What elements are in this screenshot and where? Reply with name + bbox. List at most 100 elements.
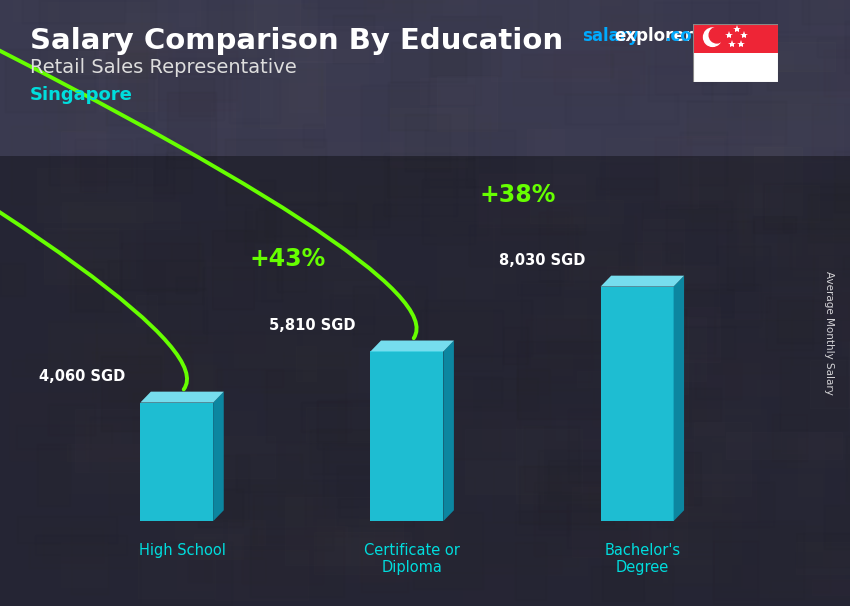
Bar — [611, 380, 688, 426]
Bar — [626, 62, 668, 83]
Bar — [692, 375, 724, 435]
Bar — [211, 103, 235, 155]
Bar — [394, 0, 462, 12]
Bar — [793, 221, 833, 276]
Bar — [562, 472, 599, 494]
Bar — [55, 348, 129, 415]
Bar — [660, 158, 698, 208]
Bar — [518, 370, 548, 394]
Bar — [96, 301, 190, 361]
Bar — [49, 20, 129, 81]
Bar — [729, 282, 824, 346]
Bar — [619, 262, 708, 306]
Bar — [94, 399, 144, 431]
Bar — [176, 278, 196, 293]
Bar — [288, 39, 316, 112]
Bar — [337, 466, 414, 525]
Bar — [80, 352, 126, 383]
Bar — [38, 363, 154, 436]
Bar — [600, 0, 638, 45]
Bar — [728, 130, 821, 181]
Bar — [303, 0, 383, 8]
Bar — [317, 401, 402, 442]
Bar — [333, 281, 414, 315]
Bar — [99, 0, 182, 36]
Bar — [0, 263, 25, 296]
Bar — [618, 388, 721, 421]
Bar — [530, 200, 623, 223]
Polygon shape — [601, 276, 684, 287]
Bar — [465, 428, 581, 494]
Bar — [243, 443, 339, 483]
Bar — [824, 505, 850, 549]
Bar — [309, 0, 425, 17]
Bar — [758, 176, 850, 224]
Bar — [823, 546, 850, 565]
Bar — [267, 417, 309, 459]
Bar — [625, 93, 673, 119]
Bar — [142, 482, 226, 542]
Bar — [770, 581, 850, 599]
Bar — [606, 138, 722, 202]
Bar — [830, 501, 850, 544]
Bar — [627, 288, 669, 332]
Bar — [638, 525, 666, 563]
Bar — [727, 52, 793, 71]
Bar — [203, 267, 321, 333]
Bar — [291, 38, 322, 108]
Bar — [44, 228, 118, 284]
Bar — [389, 108, 468, 167]
Bar — [572, 68, 617, 123]
Bar — [679, 132, 727, 185]
Bar — [261, 355, 343, 392]
Bar — [796, 533, 850, 567]
Bar — [445, 377, 472, 424]
Bar — [582, 439, 693, 507]
Bar — [240, 316, 349, 392]
Bar — [169, 58, 264, 75]
Bar — [419, 376, 502, 407]
Bar — [734, 292, 850, 319]
Bar — [201, 256, 232, 296]
Bar — [339, 498, 395, 518]
Bar — [536, 413, 626, 456]
Bar — [198, 489, 243, 527]
Bar — [792, 310, 821, 365]
Bar — [282, 68, 322, 88]
Bar — [666, 205, 717, 263]
Bar — [62, 202, 180, 229]
Bar — [233, 485, 262, 558]
Bar — [71, 522, 108, 594]
Bar — [592, 130, 675, 194]
Bar — [538, 51, 638, 78]
Bar — [513, 72, 631, 105]
Bar — [419, 307, 492, 361]
Bar — [298, 205, 357, 248]
Bar — [846, 436, 850, 501]
Bar — [29, 0, 75, 55]
Bar — [647, 317, 706, 381]
Bar — [728, 0, 776, 57]
Bar — [723, 363, 761, 414]
Bar — [71, 261, 121, 312]
Bar — [577, 371, 656, 387]
Bar — [524, 152, 561, 178]
Bar — [413, 416, 462, 450]
Bar — [642, 201, 732, 230]
Bar — [808, 194, 850, 242]
Bar — [647, 556, 741, 585]
Bar — [772, 414, 807, 461]
Bar — [423, 313, 536, 352]
Bar — [276, 382, 315, 442]
Bar — [694, 422, 751, 496]
Bar — [516, 235, 559, 275]
Bar — [437, 222, 494, 298]
Bar — [5, 50, 95, 112]
Bar — [119, 98, 159, 124]
Bar — [712, 70, 829, 119]
Bar — [252, 494, 332, 550]
Bar — [60, 421, 146, 493]
Bar — [44, 207, 135, 278]
Bar — [13, 0, 58, 21]
Bar — [210, 480, 317, 509]
